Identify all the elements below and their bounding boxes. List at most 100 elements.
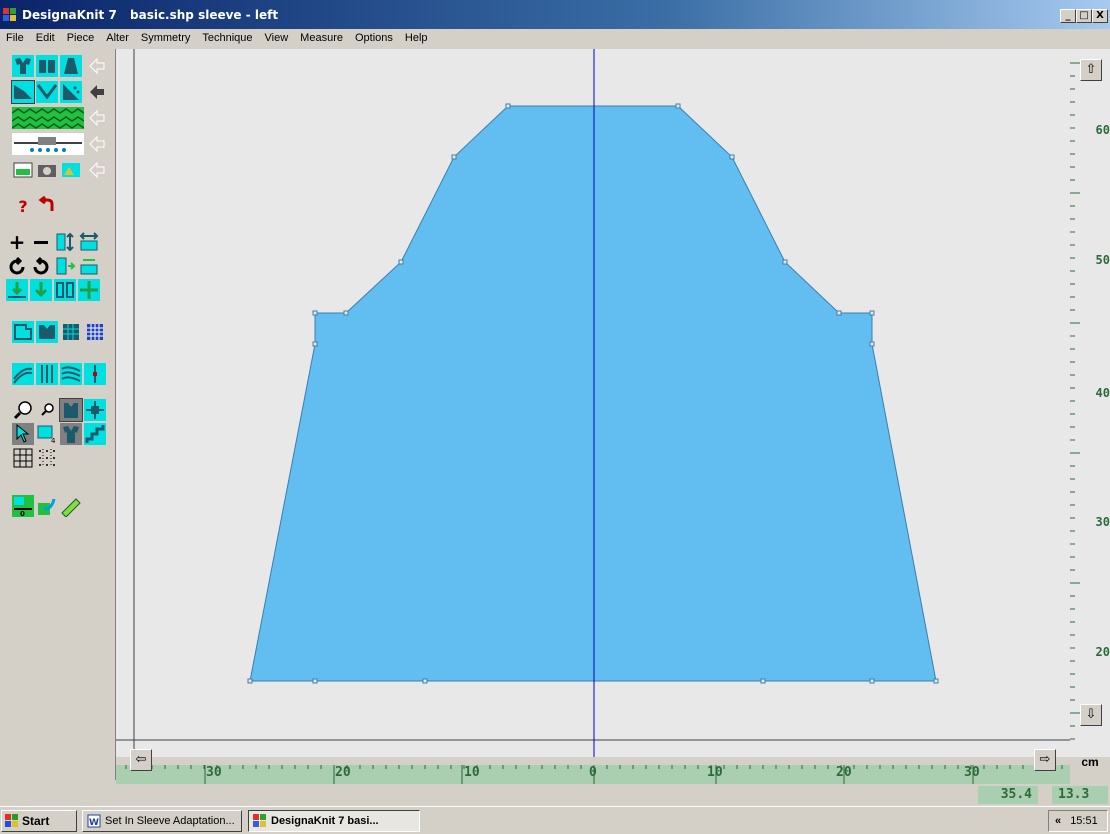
taskbar-item-word-doc[interactable]: W Set In Sleeve Adaptation... bbox=[82, 810, 242, 832]
menu-technique[interactable]: Technique bbox=[202, 32, 253, 44]
close-button[interactable]: X bbox=[1092, 9, 1108, 23]
view-piece-icon[interactable] bbox=[59, 398, 83, 422]
shape-point[interactable] bbox=[312, 341, 318, 347]
neckline-shape-icon[interactable] bbox=[11, 80, 35, 104]
piece-filled-icon[interactable] bbox=[36, 321, 58, 343]
menu-piece[interactable]: Piece bbox=[66, 32, 95, 44]
stairs-shaping-icon[interactable] bbox=[84, 423, 106, 445]
rotate-counterclockwise-icon[interactable] bbox=[30, 255, 52, 277]
shape-point[interactable] bbox=[422, 678, 428, 684]
stitch-grid-icon[interactable] bbox=[84, 321, 106, 343]
menu-options[interactable]: Options bbox=[354, 32, 393, 44]
sleeve-piece-shape[interactable] bbox=[249, 105, 937, 682]
shape-point[interactable] bbox=[675, 103, 681, 109]
taskbar-item-label: Set In Sleeve Adaptation... bbox=[105, 815, 235, 827]
scan-image-icon[interactable] bbox=[60, 159, 82, 181]
tape-measure-icon[interactable] bbox=[36, 495, 58, 517]
select-pointer-icon[interactable] bbox=[12, 423, 34, 445]
wavy-lines-icon[interactable] bbox=[60, 363, 82, 385]
tray-expand-chevron[interactable]: « bbox=[1055, 815, 1062, 827]
expand-all-icon[interactable] bbox=[78, 279, 100, 301]
scroll-up-button[interactable]: ⇧ bbox=[1080, 59, 1102, 81]
curve-lines-icon[interactable] bbox=[12, 363, 34, 385]
taskbar-item-designaknit[interactable]: DesignaKnit 7 basi... bbox=[248, 810, 420, 832]
zoom-in-icon[interactable] bbox=[12, 399, 34, 421]
move-down-icon[interactable] bbox=[30, 279, 52, 301]
scroll-down-button[interactable]: ⇩ bbox=[1080, 704, 1102, 726]
menu-alter[interactable]: Alter bbox=[106, 32, 129, 44]
camera-icon[interactable] bbox=[36, 159, 58, 181]
arrow-left-disabled-icon[interactable] bbox=[86, 55, 108, 77]
arrow-left-disabled-icon[interactable] bbox=[86, 159, 108, 181]
shape-point[interactable] bbox=[312, 678, 318, 684]
svg-text:+: + bbox=[9, 231, 26, 253]
piece-outline-icon[interactable] bbox=[12, 321, 34, 343]
ruler-label: 10 bbox=[464, 765, 480, 780]
maximize-button[interactable]: □ bbox=[1076, 9, 1092, 23]
dotted-shape-icon[interactable] bbox=[60, 81, 82, 103]
unit-label[interactable]: cm bbox=[1081, 755, 1099, 769]
grid-view-icon[interactable] bbox=[60, 321, 82, 343]
menu-symmetry[interactable]: Symmetry bbox=[140, 32, 191, 44]
numbered-view-icon[interactable]: 4 bbox=[36, 423, 58, 445]
measure-ruler-icon[interactable]: 0 bbox=[12, 495, 34, 517]
undo-icon[interactable] bbox=[36, 195, 58, 217]
menu-view[interactable]: View bbox=[264, 32, 289, 44]
delete-point-icon[interactable] bbox=[30, 231, 52, 253]
image-import-icon[interactable] bbox=[12, 159, 34, 181]
scroll-right-button[interactable]: ⇨ bbox=[1034, 749, 1056, 771]
garment-shape-icon[interactable] bbox=[12, 55, 34, 77]
shape-point[interactable] bbox=[343, 310, 349, 316]
vertical-ruler: ⇧ 60 50 40 30 20 ⇩ bbox=[1070, 49, 1110, 757]
vneck-shape-icon[interactable] bbox=[36, 81, 58, 103]
arrow-left-disabled-icon[interactable] bbox=[86, 107, 108, 129]
shape-point[interactable] bbox=[869, 341, 875, 347]
help-icon[interactable]: ? bbox=[12, 195, 34, 217]
menu-file[interactable]: File bbox=[6, 32, 24, 44]
zoom-out-icon[interactable] bbox=[36, 399, 58, 421]
shape-point[interactable] bbox=[869, 310, 875, 316]
scroll-left-button[interactable]: ⇦ bbox=[130, 749, 152, 771]
move-point-icon[interactable] bbox=[54, 255, 76, 277]
diagonal-ruler-icon[interactable] bbox=[60, 495, 82, 517]
stretch-horizontal-icon[interactable] bbox=[78, 231, 100, 253]
marker-line-icon[interactable] bbox=[84, 363, 106, 385]
shape-point[interactable] bbox=[312, 310, 318, 316]
shape-point[interactable] bbox=[729, 154, 735, 160]
start-button[interactable]: Start bbox=[1, 810, 77, 832]
arrow-left-disabled-icon[interactable] bbox=[86, 133, 108, 155]
knitting-machine-icon[interactable] bbox=[12, 133, 84, 155]
stretch-vertical-icon[interactable] bbox=[54, 231, 76, 253]
shape-point[interactable] bbox=[247, 678, 253, 684]
mirror-icon[interactable] bbox=[54, 279, 76, 301]
menu-edit[interactable]: Edit bbox=[35, 32, 55, 44]
rotate-clockwise-icon[interactable] bbox=[6, 255, 28, 277]
shape-point[interactable] bbox=[505, 103, 511, 109]
add-point-icon[interactable]: + bbox=[6, 231, 28, 253]
garment-view-icon[interactable] bbox=[60, 423, 82, 445]
parallel-lines-icon[interactable] bbox=[36, 363, 58, 385]
shape-point[interactable] bbox=[398, 259, 404, 265]
minimize-button[interactable]: _ bbox=[1060, 9, 1076, 23]
shape-points[interactable] bbox=[247, 103, 939, 684]
pattern-pieces-icon[interactable] bbox=[36, 55, 58, 77]
shape-point[interactable] bbox=[782, 259, 788, 265]
menu-measure[interactable]: Measure bbox=[300, 32, 343, 44]
svg-text:4: 4 bbox=[51, 437, 56, 445]
shape-point[interactable] bbox=[933, 678, 939, 684]
menu-help[interactable]: Help bbox=[404, 32, 428, 44]
start-label: Start bbox=[22, 814, 50, 828]
view-all-pieces-icon[interactable] bbox=[84, 399, 106, 421]
shift-down-icon[interactable] bbox=[6, 279, 28, 301]
shape-point[interactable] bbox=[836, 310, 842, 316]
shape-point[interactable] bbox=[451, 154, 457, 160]
shape-point[interactable] bbox=[760, 678, 766, 684]
arrow-left-icon[interactable] bbox=[86, 81, 108, 103]
widen-piece-icon[interactable] bbox=[78, 255, 100, 277]
stitch-pattern-icon[interactable] bbox=[12, 107, 84, 129]
sleeve-piece-icon[interactable] bbox=[60, 55, 82, 77]
grid-toggle-icon[interactable] bbox=[12, 447, 34, 469]
drawing-canvas[interactable] bbox=[116, 49, 1070, 757]
dot-grid-icon[interactable] bbox=[36, 447, 58, 469]
shape-point[interactable] bbox=[869, 678, 875, 684]
